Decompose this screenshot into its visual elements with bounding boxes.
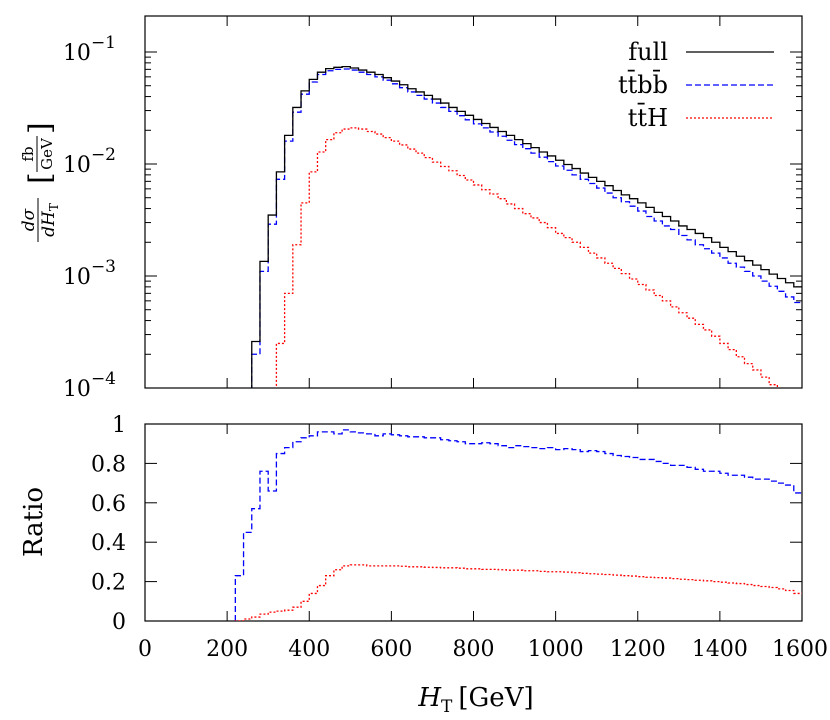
ratio-plot-frame <box>144 423 803 622</box>
main-plot-frame <box>144 15 803 389</box>
x-tick-label: 400 <box>288 637 330 662</box>
main-series-line-2 <box>275 127 779 388</box>
main-series-line-1 <box>251 68 802 388</box>
ylabel-open-bracket: [ <box>23 172 58 184</box>
xlabel-sub: T <box>441 697 453 717</box>
ratio-series <box>234 429 802 621</box>
ratio-y-tick-label: 0.6 <box>91 492 126 517</box>
main-y-tick-label: 10−2 <box>63 145 116 178</box>
main-y-tick-label: 10−1 <box>63 33 116 66</box>
y-tick-exponent: −3 <box>91 257 116 277</box>
x-tick-label: 1600 <box>772 637 828 662</box>
x-tick-label: 1200 <box>610 637 666 662</box>
main-y-tick-label: 10−4 <box>63 369 116 402</box>
ratio-series-line-1 <box>234 564 802 621</box>
ylabel-denominator: dH <box>39 210 59 237</box>
x-tick-labels: 0 200 400 600 800 1000 1200 1400 1600 <box>138 637 828 662</box>
ratio-y-tick-label: 1 <box>112 413 126 438</box>
legend-label: tt̄bb̄ <box>618 70 668 99</box>
xlabel-unit: [GeV] <box>458 683 533 713</box>
y-tick-exponent: −1 <box>91 33 116 53</box>
x-tick-label: 0 <box>138 637 152 662</box>
legend: full tt̄bb̄ tt̄H <box>618 38 774 132</box>
legend-label: tt̄H <box>628 103 668 132</box>
ylabel-unit-den: GeV <box>38 137 56 170</box>
ratio-series-line-0 <box>234 429 802 621</box>
main-series <box>251 65 802 388</box>
x-tick-label: 1400 <box>692 637 748 662</box>
xlabel-var: H <box>417 683 442 713</box>
ylabel-unit-num: fb <box>19 146 37 161</box>
y-tick-base: 10 <box>63 265 91 290</box>
ratio-y-tick-label: 0.4 <box>91 531 126 556</box>
x-tick-label: 1000 <box>528 637 584 662</box>
svg-text:dHT: dHT <box>39 203 61 237</box>
ylabel-denominator-sub: T <box>47 203 61 211</box>
x-tick-label: 200 <box>206 637 248 662</box>
ylabel-numerator: dσ <box>19 208 39 231</box>
legend-label: full <box>628 38 668 66</box>
main-y-tick-labels: 10−110−210−310−4 <box>63 33 116 402</box>
x-tick-label: 600 <box>370 637 412 662</box>
y-tick-exponent: −2 <box>91 145 116 165</box>
ratio-y-tick-label: 0.2 <box>91 571 126 596</box>
ratio-y-tick-labels: 0 0.2 0.4 0.6 0.8 1 <box>91 413 126 635</box>
y-tick-base: 10 <box>63 153 91 178</box>
ratio-ticks <box>144 423 803 622</box>
ylabel-close-bracket: ] <box>23 122 58 134</box>
y-tick-base: 10 <box>63 41 91 66</box>
main-ticks <box>144 16 803 389</box>
ratio-y-axis-label: Ratio <box>19 487 49 557</box>
main-y-axis-label: dσ dHT [ fb GeV ] <box>19 122 61 242</box>
y-tick-exponent: −4 <box>91 369 116 389</box>
ratio-y-tick-label: 0 <box>112 610 126 635</box>
ratio-y-tick-label: 0.8 <box>91 452 126 477</box>
y-tick-base: 10 <box>63 377 91 402</box>
x-axis-label: HT [GeV] <box>417 683 533 717</box>
main-series-line-0 <box>251 65 802 388</box>
main-y-tick-label: 10−3 <box>63 257 116 290</box>
x-tick-label: 800 <box>453 637 495 662</box>
